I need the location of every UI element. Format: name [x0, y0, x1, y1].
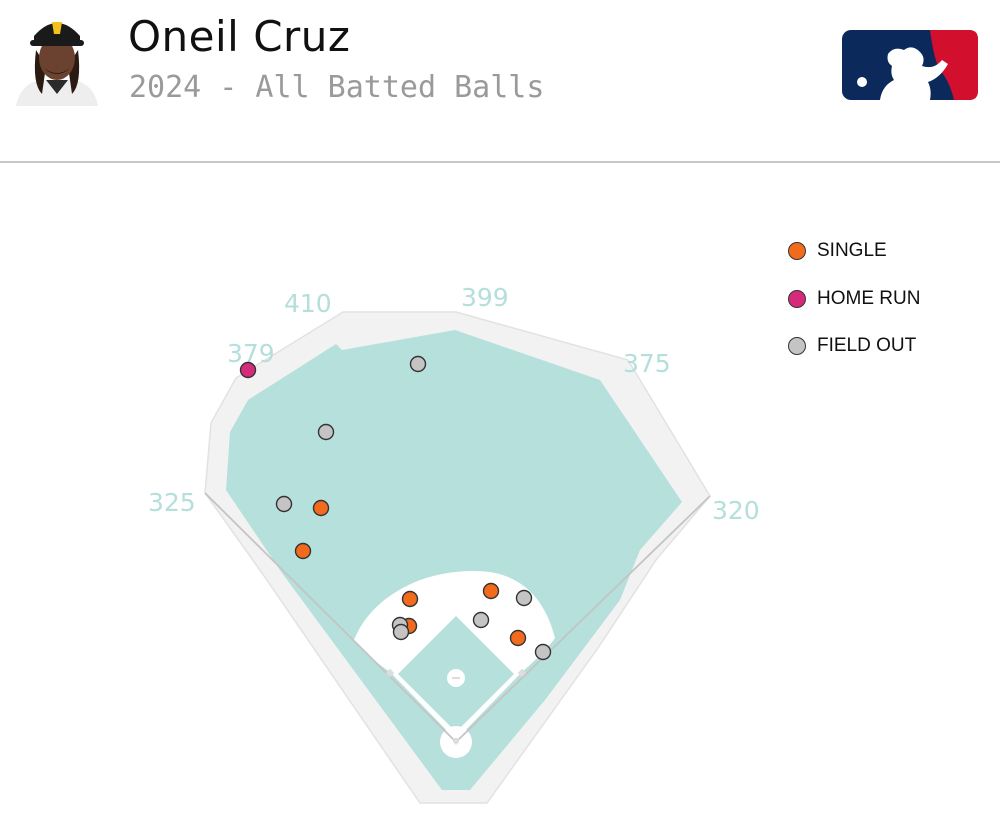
- legend-swatch-home-run: [788, 289, 806, 308]
- spray-chart: 325 379 410 399 375 320: [0, 163, 1000, 820]
- header: Oneil Cruz 2024 - All Batted Balls: [0, 0, 1000, 163]
- player-headshot-icon: [6, 6, 108, 106]
- legend: SINGLE HOME RUN FIELD OUT: [788, 236, 988, 379]
- home-plate: [453, 738, 459, 745]
- right-foul-line: [455, 495, 711, 743]
- batted-ball-field-out: [534, 643, 552, 661]
- distance-label: 375: [623, 349, 671, 378]
- legend-item-single: SINGLE: [788, 236, 988, 266]
- batted-ball-field-out: [275, 495, 293, 513]
- header-divider: [0, 161, 1000, 163]
- distance-label: 320: [712, 496, 760, 525]
- batted-ball-points: [239, 355, 552, 661]
- distance-label: 410: [284, 289, 332, 318]
- batted-ball-field-out: [409, 355, 427, 373]
- batted-ball-single: [312, 499, 330, 517]
- batted-ball-single: [294, 542, 312, 560]
- batted-ball-single: [509, 629, 527, 647]
- chart-subtitle: 2024 - All Batted Balls: [129, 70, 545, 105]
- batted-ball-home-run: [239, 361, 257, 379]
- batted-ball-single: [401, 590, 419, 608]
- legend-label: SINGLE: [817, 240, 887, 261]
- distance-label: 325: [148, 488, 196, 517]
- legend-label: FIELD OUT: [817, 335, 917, 356]
- legend-item-field-out: FIELD OUT: [788, 331, 988, 361]
- first-base: [517, 668, 527, 678]
- legend-swatch-single: [788, 242, 806, 260]
- pitchers-rubber: [452, 677, 460, 679]
- legend-label: HOME RUN: [817, 287, 921, 309]
- batted-ball-single: [482, 582, 500, 600]
- batted-ball-field-out: [392, 623, 410, 641]
- player-name: Oneil Cruz: [128, 12, 351, 61]
- spray-chart-svg: 325 379 410 399 375 320: [148, 283, 760, 804]
- outfield-grass: [226, 330, 682, 790]
- legend-swatch-field-out: [788, 337, 806, 355]
- mlb-logo-icon: [842, 30, 978, 100]
- legend-item-home-run: HOME RUN: [788, 284, 988, 314]
- batted-ball-field-out: [515, 589, 533, 607]
- third-base: [385, 668, 395, 678]
- batted-ball-field-out: [317, 423, 335, 441]
- batted-ball-field-out: [472, 611, 490, 629]
- left-foul-line: [204, 492, 457, 743]
- distance-label: 399: [461, 283, 509, 312]
